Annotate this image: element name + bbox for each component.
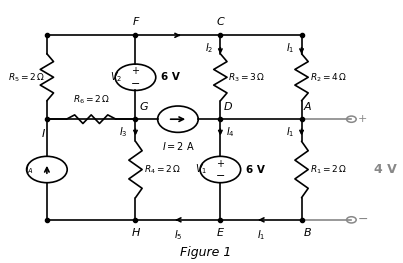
Text: 6 V: 6 V (246, 165, 265, 175)
Text: −: − (131, 79, 140, 89)
Text: $R_2 = 4\,\Omega$: $R_2 = 4\,\Omega$ (310, 71, 347, 84)
Text: $I_3$: $I_3$ (119, 125, 128, 139)
Text: B: B (303, 228, 311, 238)
Text: E: E (217, 228, 224, 238)
Text: −: − (216, 171, 225, 181)
Text: $I_2$: $I_2$ (205, 42, 213, 55)
Text: 4 V: 4 V (374, 163, 396, 176)
Text: $I_5$: $I_5$ (174, 228, 182, 242)
Text: $I_A$: $I_A$ (25, 163, 34, 176)
Text: $V_2$: $V_2$ (110, 70, 123, 84)
Text: D: D (224, 102, 233, 112)
Text: $R_3 = 3\,\Omega$: $R_3 = 3\,\Omega$ (229, 71, 266, 84)
Text: $V_1$: $V_1$ (195, 163, 208, 176)
Text: A: A (303, 102, 311, 112)
Text: $R_4 = 2\,\Omega$: $R_4 = 2\,\Omega$ (143, 163, 181, 176)
Text: $I_1$: $I_1$ (286, 125, 294, 139)
Text: I: I (42, 129, 45, 139)
Text: C: C (216, 17, 224, 27)
Text: +: + (216, 159, 224, 169)
Text: 6 V: 6 V (161, 72, 180, 82)
Text: F: F (132, 17, 139, 27)
Text: +: + (358, 114, 368, 124)
Text: $R_5 = 2\,\Omega$: $R_5 = 2\,\Omega$ (8, 71, 45, 84)
Text: $I_1$: $I_1$ (257, 228, 265, 242)
Text: $I = 2$ A: $I = 2$ A (162, 140, 194, 151)
Text: Figure 1: Figure 1 (180, 246, 231, 259)
Text: +: + (131, 66, 139, 76)
Text: G: G (139, 102, 148, 112)
Text: $I_1$: $I_1$ (286, 42, 294, 55)
Text: −: − (358, 213, 368, 226)
Text: $R_1 = 2\,\Omega$: $R_1 = 2\,\Omega$ (310, 163, 347, 176)
Text: $I_4$: $I_4$ (226, 125, 235, 139)
Text: H: H (131, 228, 140, 238)
Text: $R_6 = 2\,\Omega$: $R_6 = 2\,\Omega$ (73, 94, 110, 106)
